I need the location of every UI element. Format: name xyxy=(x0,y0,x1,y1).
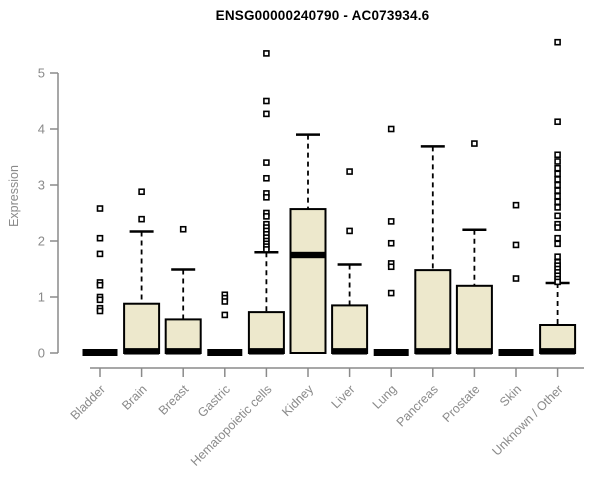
outlier-point xyxy=(263,194,270,201)
outlier-point xyxy=(471,140,478,147)
outlier-point xyxy=(138,188,145,196)
outlier-point xyxy=(263,110,270,118)
outlier-point xyxy=(554,278,561,286)
box xyxy=(123,302,161,354)
outlier-point xyxy=(554,181,561,189)
outlier-point xyxy=(221,298,229,305)
median-line xyxy=(290,251,326,259)
box xyxy=(331,304,369,354)
outlier-point xyxy=(263,246,270,253)
outlier-point xyxy=(346,168,353,175)
outlier-point xyxy=(554,170,561,178)
outlier-point xyxy=(554,118,561,126)
outlier-point xyxy=(96,296,104,304)
x-tick-label: Prostate xyxy=(440,382,483,425)
outlier-point xyxy=(179,225,187,233)
x-tick-label: Kidney xyxy=(279,382,316,419)
outlier-point xyxy=(346,227,353,235)
chart-title: ENSG00000240790 - AC073934.6 xyxy=(215,8,430,23)
x-tick-label: Bladder xyxy=(68,382,108,422)
outlier-point xyxy=(387,218,395,225)
x-tick-label: Gastric xyxy=(195,382,233,420)
x-tick-label: Brain xyxy=(119,382,150,413)
collapsed-box xyxy=(207,349,243,356)
outlier-point xyxy=(554,38,561,46)
outlier-point xyxy=(387,289,395,297)
outlier-point xyxy=(554,224,561,231)
outlier-point xyxy=(96,234,104,242)
outlier-point xyxy=(554,198,561,206)
outlier-point xyxy=(554,158,561,165)
y-tick-label: 0 xyxy=(38,346,45,361)
outlier-point xyxy=(554,151,561,159)
median-line xyxy=(165,348,201,355)
box xyxy=(164,318,202,354)
box xyxy=(455,284,493,354)
outlier-point xyxy=(263,174,270,182)
outlier-point xyxy=(554,192,561,200)
box xyxy=(414,269,452,354)
y-axis-title: Expression xyxy=(7,165,21,227)
collapsed-box xyxy=(82,349,118,356)
median-line xyxy=(332,348,368,355)
median-line xyxy=(415,348,451,355)
y-tick-label: 2 xyxy=(38,234,45,249)
outlier-point xyxy=(512,241,520,249)
outlier-point xyxy=(387,125,395,133)
collapsed-box xyxy=(373,349,409,356)
outlier-point xyxy=(221,311,229,319)
outlier-point xyxy=(512,201,520,209)
x-tick-label: Skin xyxy=(497,382,524,409)
box xyxy=(247,311,285,354)
collapsed-box xyxy=(498,349,534,356)
x-tick-label: Liver xyxy=(329,382,358,411)
outlier-point xyxy=(96,205,104,212)
outlier-point xyxy=(554,253,561,260)
outlier-point xyxy=(263,50,270,57)
x-tick-label: Lung xyxy=(370,382,400,412)
median-line xyxy=(124,348,160,355)
outlier-point xyxy=(554,204,561,211)
outlier-point xyxy=(263,213,270,220)
y-tick-label: 3 xyxy=(38,178,45,193)
outlier-point xyxy=(138,215,145,223)
median-line xyxy=(456,348,492,355)
box xyxy=(289,208,327,354)
outlier-point xyxy=(554,187,561,194)
outlier-point xyxy=(554,176,561,183)
y-tick-label: 1 xyxy=(38,290,45,305)
outlier-point xyxy=(96,307,104,315)
outlier-point xyxy=(554,212,561,220)
outlier-point xyxy=(263,97,270,105)
x-tick-label: Hematopoietic cells xyxy=(188,382,275,469)
y-tick-label: 4 xyxy=(38,122,45,137)
x-tick-label: Unknown / Other xyxy=(489,382,565,458)
x-tick-label: Pancreas xyxy=(394,382,441,429)
x-tick-label: Breast xyxy=(156,382,192,418)
outlier-point xyxy=(96,250,104,258)
outlier-point xyxy=(263,159,270,166)
outlier-point xyxy=(554,234,561,242)
outlier-point xyxy=(554,164,561,172)
outlier-point xyxy=(512,275,520,282)
outlier-point xyxy=(387,239,395,247)
median-line xyxy=(248,348,284,355)
outlier-point xyxy=(387,263,395,271)
y-tick-label: 5 xyxy=(38,66,45,81)
outlier-point xyxy=(96,281,104,289)
median-line xyxy=(540,348,576,355)
outlier-point xyxy=(554,240,561,248)
